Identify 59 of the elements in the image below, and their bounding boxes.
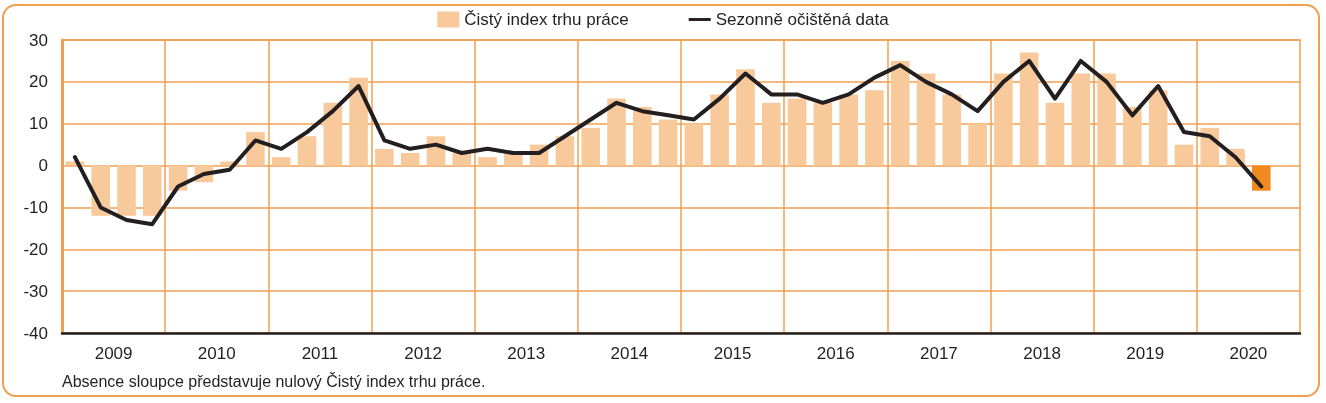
bar [736, 69, 755, 166]
line-series [72, 58, 1264, 227]
bar [994, 73, 1013, 166]
x-tick-label: 2013 [507, 344, 546, 363]
y-tick-label: 0 [38, 156, 48, 176]
bar [865, 90, 884, 166]
x-tick-label: 2010 [197, 344, 236, 363]
x-tick-label: 2014 [610, 344, 649, 363]
x-tick-label: 2009 [94, 344, 133, 363]
bar [890, 60, 910, 166]
bar [942, 94, 962, 166]
bar [555, 136, 575, 166]
x-tick-label: 2011 [301, 344, 339, 363]
bar [117, 165, 136, 216]
y-tick-label: -10 [23, 197, 48, 217]
x-tick-label: 2012 [404, 344, 442, 363]
y-tick-label: 10 [29, 114, 48, 134]
x-tick-label: 2016 [816, 344, 855, 363]
bar [323, 102, 343, 166]
bar [142, 165, 162, 216]
legend-label: Sezonně očištěná data [715, 10, 890, 29]
bar [761, 102, 781, 166]
bar [787, 98, 807, 166]
bar [400, 153, 420, 166]
y-tick-label: -20 [23, 239, 48, 259]
y-tick-label: 20 [29, 72, 48, 92]
bar [607, 98, 626, 166]
bar [1071, 73, 1091, 166]
bar [1045, 102, 1065, 166]
bar [658, 119, 678, 166]
x-tick-label: 2017 [920, 344, 958, 363]
x-tick-label: 2018 [1023, 344, 1061, 363]
x-tick-label: 2020 [1229, 344, 1268, 363]
bar [1019, 52, 1039, 166]
bar [271, 157, 291, 166]
x-tick-label: 2019 [1126, 344, 1165, 363]
bar [710, 94, 729, 166]
bar [839, 94, 858, 166]
bar [968, 123, 987, 166]
bar [1148, 90, 1168, 166]
text: Absence sloupce představuje nulový Čistý index trhu práce. [62, 373, 486, 391]
bar [452, 153, 472, 166]
bar [916, 73, 936, 166]
y-tick-label: -30 [23, 281, 48, 301]
bar [1123, 106, 1142, 166]
bar [1097, 73, 1116, 166]
bar [478, 157, 497, 166]
bar [375, 148, 394, 166]
legend-label: Čistý index trhu práce [464, 10, 629, 29]
bar [1174, 144, 1194, 166]
bar [813, 102, 833, 166]
bar [633, 106, 652, 166]
bar [581, 127, 601, 166]
bar [349, 77, 368, 166]
bar [297, 136, 317, 166]
x-tick-label: 2015 [713, 344, 752, 363]
bar [684, 123, 704, 166]
y-tick-label: 30 [29, 30, 48, 50]
y-tick-label: -40 [23, 323, 48, 343]
